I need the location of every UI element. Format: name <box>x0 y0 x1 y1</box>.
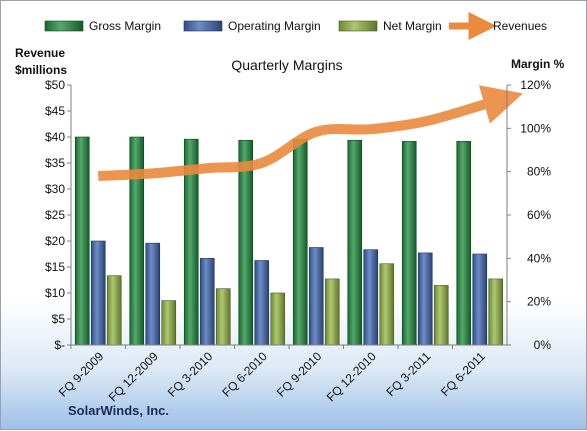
left-tick-label: $45 <box>45 104 65 118</box>
left-tick-label: $- <box>54 338 65 352</box>
right-tick-label: 80% <box>527 165 551 179</box>
legend-swatch <box>44 20 84 32</box>
left-tick-label: $10 <box>45 286 65 300</box>
operating-margin-bar <box>199 258 215 346</box>
operating-margin-bar <box>363 249 379 346</box>
x-tick-label: FQ 6-2011 <box>438 349 488 399</box>
gross-margin-bar <box>74 136 90 346</box>
left-axis-title-line2: $millions <box>15 63 67 77</box>
operating-margin-bar <box>417 252 433 346</box>
bars <box>74 136 504 346</box>
gross-margin-bar <box>401 141 417 346</box>
revenue-line <box>98 85 523 181</box>
gross-margin-bar <box>347 139 363 346</box>
left-tick-label: $50 <box>45 78 65 92</box>
x-tick-label: FQ 9-2010 <box>274 349 325 400</box>
x-tick-label: FQ 3-2011 <box>384 349 434 399</box>
right-axis: 0% 20% 40% 60% 80% 100% 120% <box>507 78 551 352</box>
operating-margin-bar <box>472 253 488 346</box>
legend-swatch <box>338 20 378 32</box>
x-tick-label: FQ 12-2009 <box>106 349 161 404</box>
right-tick-label: 0% <box>534 338 552 352</box>
legend-label: Operating Margin <box>228 19 321 33</box>
left-axis: $- $5 $10 $15 $20 $25 $30 $35 $40 $45 $50 <box>45 78 71 352</box>
x-tick-label: FQ 9-2009 <box>56 349 107 400</box>
right-tick-label: 20% <box>527 295 551 309</box>
operating-margin-bar <box>254 260 270 346</box>
operating-margin-bar <box>145 242 161 346</box>
right-tick-label: 60% <box>527 208 551 222</box>
right-tick-label: 40% <box>527 251 551 265</box>
operating-margin-bar <box>90 240 106 346</box>
net-margin-bar <box>106 275 122 346</box>
left-tick-label: $5 <box>52 312 66 326</box>
legend-label: Revenues <box>493 19 547 33</box>
net-margin-bar <box>379 263 395 346</box>
right-tick-label: 100% <box>520 121 551 135</box>
left-tick-label: $15 <box>45 260 65 274</box>
right-axis-title: Margin % <box>511 57 565 71</box>
legend-label: Net Margin <box>383 19 442 33</box>
net-margin-bar <box>324 278 340 346</box>
x-tick-label: FQ 12-2010 <box>324 349 379 404</box>
net-margin-bar <box>215 288 231 346</box>
x-tick-label: FQ 6-2010 <box>219 349 270 400</box>
gross-margin-bar <box>129 136 145 346</box>
legend-label: Gross Margin <box>89 19 161 33</box>
left-tick-label: $20 <box>45 234 65 248</box>
left-axis-title-line1: Revenue <box>15 46 65 60</box>
net-margin-bar <box>433 285 449 346</box>
net-margin-bar <box>270 292 286 346</box>
revenue-line-group <box>98 85 523 181</box>
left-tick-label: $35 <box>45 156 65 170</box>
operating-margin-bar <box>308 247 324 346</box>
chart-title: Quarterly Margins <box>231 57 342 73</box>
net-margin-bar <box>488 278 504 346</box>
net-margin-bar <box>161 300 177 346</box>
gross-margin-bar <box>456 141 472 346</box>
gross-margin-bar <box>292 138 308 346</box>
legend-swatch <box>183 20 223 32</box>
x-axis: FQ 9-2009 FQ 12-2009 FQ 3-2010 FQ 6-2010 FQ … <box>56 345 488 404</box>
left-tick-label: $25 <box>45 208 65 222</box>
left-tick-label: $30 <box>45 182 65 196</box>
company-label: SolarWinds, Inc. <box>68 403 169 418</box>
legend: Gross Margin Operating Margin Net Margin Re… <box>44 12 547 40</box>
left-tick-label: $40 <box>45 130 65 144</box>
right-tick-label: 120% <box>520 78 551 92</box>
x-tick-label: FQ 3-2010 <box>165 349 216 400</box>
